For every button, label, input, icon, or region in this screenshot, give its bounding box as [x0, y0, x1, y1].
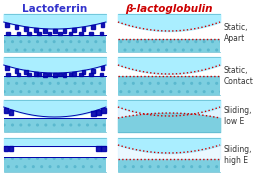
Polygon shape [69, 32, 72, 35]
Polygon shape [17, 73, 20, 76]
Polygon shape [82, 70, 85, 74]
Polygon shape [72, 28, 76, 32]
Polygon shape [6, 73, 10, 76]
Polygon shape [101, 23, 104, 27]
Text: Sliding,
high E: Sliding, high E [224, 145, 252, 165]
Polygon shape [9, 110, 13, 115]
Bar [4, 35, 106, 52]
Polygon shape [43, 29, 47, 33]
Text: Static,
Apart: Static, Apart [224, 23, 248, 43]
Polygon shape [4, 108, 8, 113]
Polygon shape [9, 146, 13, 151]
Polygon shape [58, 32, 62, 35]
Polygon shape [72, 72, 76, 76]
Polygon shape [79, 32, 83, 35]
Polygon shape [89, 32, 93, 35]
Polygon shape [15, 25, 18, 29]
Polygon shape [43, 73, 47, 77]
Polygon shape [53, 73, 57, 77]
Polygon shape [62, 73, 66, 77]
Bar [4, 157, 106, 172]
Polygon shape [5, 66, 9, 70]
Text: β-lactoglobulin: β-lactoglobulin [125, 4, 213, 14]
Polygon shape [100, 73, 103, 76]
Polygon shape [101, 66, 104, 70]
Polygon shape [101, 146, 106, 151]
Polygon shape [101, 108, 106, 113]
Bar [118, 39, 220, 52]
Polygon shape [37, 73, 41, 76]
Text: Sliding,
low E: Sliding, low E [224, 106, 252, 126]
Polygon shape [48, 73, 51, 76]
Polygon shape [53, 29, 57, 33]
Polygon shape [91, 68, 95, 73]
Polygon shape [24, 70, 28, 74]
Polygon shape [27, 73, 31, 76]
Bar [4, 76, 106, 95]
Polygon shape [24, 27, 28, 31]
Polygon shape [6, 32, 10, 35]
Polygon shape [48, 32, 51, 35]
Polygon shape [4, 146, 8, 151]
Polygon shape [34, 28, 38, 32]
Polygon shape [79, 73, 83, 76]
Polygon shape [27, 32, 31, 35]
Polygon shape [15, 68, 18, 73]
Text: Lactoferrin: Lactoferrin [22, 4, 87, 14]
Bar [4, 118, 106, 132]
Polygon shape [82, 27, 85, 31]
Bar [118, 159, 220, 172]
Polygon shape [91, 25, 95, 29]
Polygon shape [62, 29, 66, 33]
Text: Static,
Contact: Static, Contact [224, 66, 254, 86]
Polygon shape [37, 32, 41, 35]
Polygon shape [100, 32, 103, 35]
Polygon shape [5, 23, 9, 27]
Polygon shape [58, 73, 62, 76]
Polygon shape [96, 110, 101, 115]
Polygon shape [69, 73, 72, 76]
Polygon shape [34, 72, 38, 76]
Polygon shape [89, 73, 93, 76]
Polygon shape [96, 146, 101, 151]
Polygon shape [17, 32, 20, 35]
Polygon shape [91, 111, 95, 116]
Bar [118, 76, 220, 95]
